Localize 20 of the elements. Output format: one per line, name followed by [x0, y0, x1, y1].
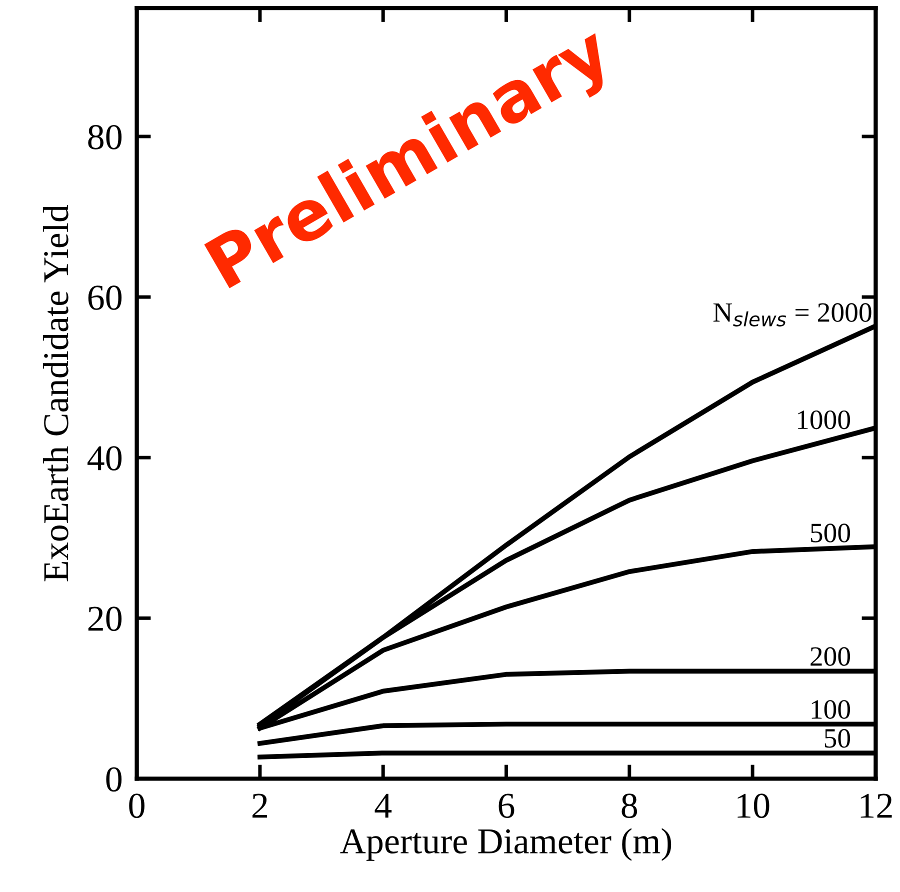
x-tick-label: 12 — [860, 794, 892, 818]
x-tick-label: 10 — [738, 794, 770, 818]
y-tick-label: 20 — [88, 606, 122, 632]
y-tick-label: 40 — [88, 446, 122, 470]
x-axis-title: Aperture Diameter (m) — [340, 828, 672, 861]
x-tick-label: 8 — [622, 794, 638, 818]
y-tick-label: 60 — [88, 286, 122, 310]
y-tick-label: 0 — [106, 767, 122, 792]
x-tick-label: 2 — [252, 794, 267, 818]
y-axis-title: ExoEarth Candidate Yield — [42, 204, 68, 582]
y-tick-label: 80 — [88, 124, 122, 150]
series-label: 500 — [811, 524, 850, 542]
legend-label: 200 — [810, 647, 850, 666]
series-label: 100 — [812, 700, 850, 719]
x-tick-label: 6 — [498, 794, 514, 818]
series-label: 50 — [824, 729, 850, 748]
series-label: 1000 — [798, 410, 850, 430]
x-tick-label: 0 — [129, 794, 144, 818]
legend-label: N$_{slews}$ = 2000 — [713, 303, 872, 326]
x-tick-label: 4 — [374, 794, 392, 818]
